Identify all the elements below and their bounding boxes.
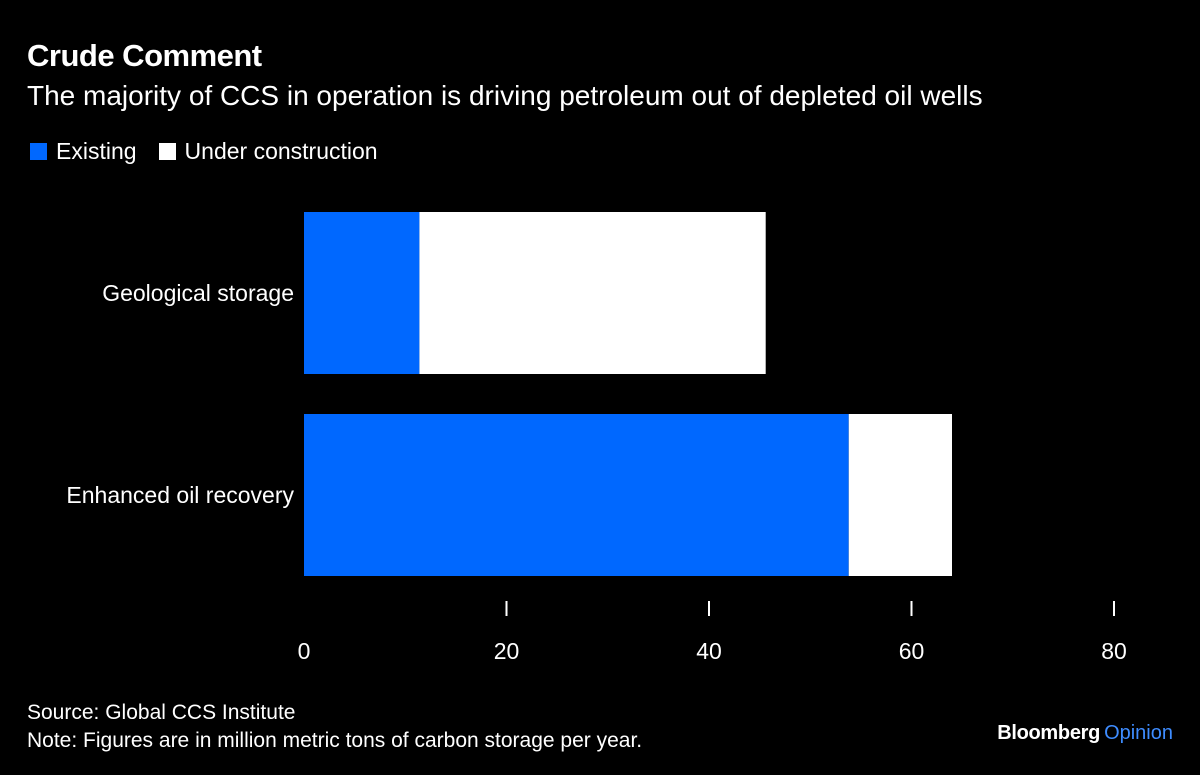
brand-logo: Bloomberg Opinion [997,722,1173,745]
brand-name: Bloomberg [997,722,1101,744]
bar-geological-storage-existing [304,212,420,374]
legend-item-existing: Existing [30,138,137,165]
x-tick-label-60: 60 [899,638,925,664]
chart-footer: Source: Global CCS Institute Note: Figur… [27,699,642,755]
category-label-geological-storage: Geological storage [102,280,294,306]
chart-legend: Existing Under construction [30,138,400,165]
legend-label-existing: Existing [56,138,137,164]
bar-geological-storage-under-construction [419,212,766,374]
legend-swatch-existing [30,143,47,160]
legend-swatch-under-construction [158,143,176,160]
figures-note: Note: Figures are in million metric tons… [27,729,643,752]
x-tick-label-40: 40 [696,638,722,664]
bar-enhanced-oil-recovery-under-construction [848,414,952,576]
x-tick-label-0: 0 [298,638,311,664]
chart-subtitle: The majority of CCS in operation is driv… [27,80,983,111]
legend-label-under-construction: Under construction [184,138,378,164]
brand-section: Opinion [1104,722,1173,744]
bar-enhanced-oil-recovery-existing [304,414,849,576]
x-tick-label-20: 20 [494,638,520,664]
source-note: Source: Global CCS Institute [27,701,296,724]
legend-item-under-construction: Under construction [158,138,378,165]
category-label-enhanced-oil-recovery: Enhanced oil recovery [66,482,294,508]
chart-title: Crude Comment [27,38,262,73]
x-tick-label-80: 80 [1101,638,1127,664]
